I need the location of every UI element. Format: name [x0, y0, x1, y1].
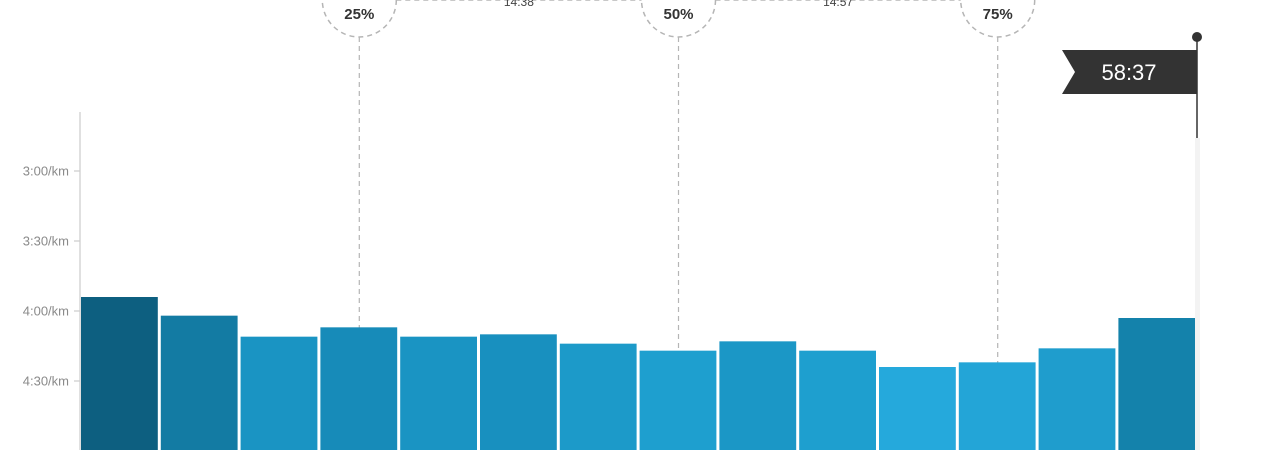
- progress-marker-label: 25%: [344, 6, 374, 23]
- y-tick-label: 3:00/km: [23, 164, 69, 179]
- pace-bar[interactable]: [799, 350, 876, 450]
- progress-marker-label: 75%: [983, 6, 1013, 23]
- finish-time-label: 58:37: [1101, 60, 1156, 85]
- pace-bar[interactable]: [400, 336, 477, 450]
- split-time-label: 14:38: [504, 0, 534, 9]
- pace-bar[interactable]: [480, 334, 557, 450]
- pace-bar[interactable]: [1038, 348, 1116, 450]
- progress-marker-circle: [321, 0, 398, 38]
- pace-bar[interactable]: [879, 367, 956, 450]
- finish-flag-banner: [1062, 50, 1197, 94]
- pace-bar[interactable]: [81, 297, 158, 450]
- progress-markers: 25% 50% 75% 14:38 14:57: [321, 0, 1036, 450]
- finish-track: [1195, 138, 1200, 450]
- y-axis: 3:00/km 3:30/km 4:00/km 4:30/km: [23, 112, 81, 450]
- pace-bars: [81, 297, 1196, 450]
- y-tick-label: 4:30/km: [23, 374, 69, 389]
- pace-bar[interactable]: [559, 343, 637, 450]
- pace-bar[interactable]: [160, 315, 238, 450]
- pace-bar[interactable]: [958, 362, 1036, 450]
- progress-marker-label: 50%: [663, 6, 693, 23]
- split-time-label: 14:57: [823, 0, 853, 9]
- progress-marker-circle: [959, 0, 1036, 38]
- pace-bar[interactable]: [639, 350, 717, 450]
- pace-bar[interactable]: [1118, 318, 1196, 450]
- pace-bar[interactable]: [240, 336, 318, 450]
- y-tick-label: 3:30/km: [23, 234, 69, 249]
- y-tick-label: 4:00/km: [23, 304, 69, 319]
- pace-bar[interactable]: [719, 341, 797, 450]
- finish-flag: 58:37: [1062, 32, 1202, 450]
- flag-pole-knob: [1192, 32, 1202, 42]
- progress-marker-circle: [640, 0, 717, 38]
- pace-bar[interactable]: [320, 327, 398, 450]
